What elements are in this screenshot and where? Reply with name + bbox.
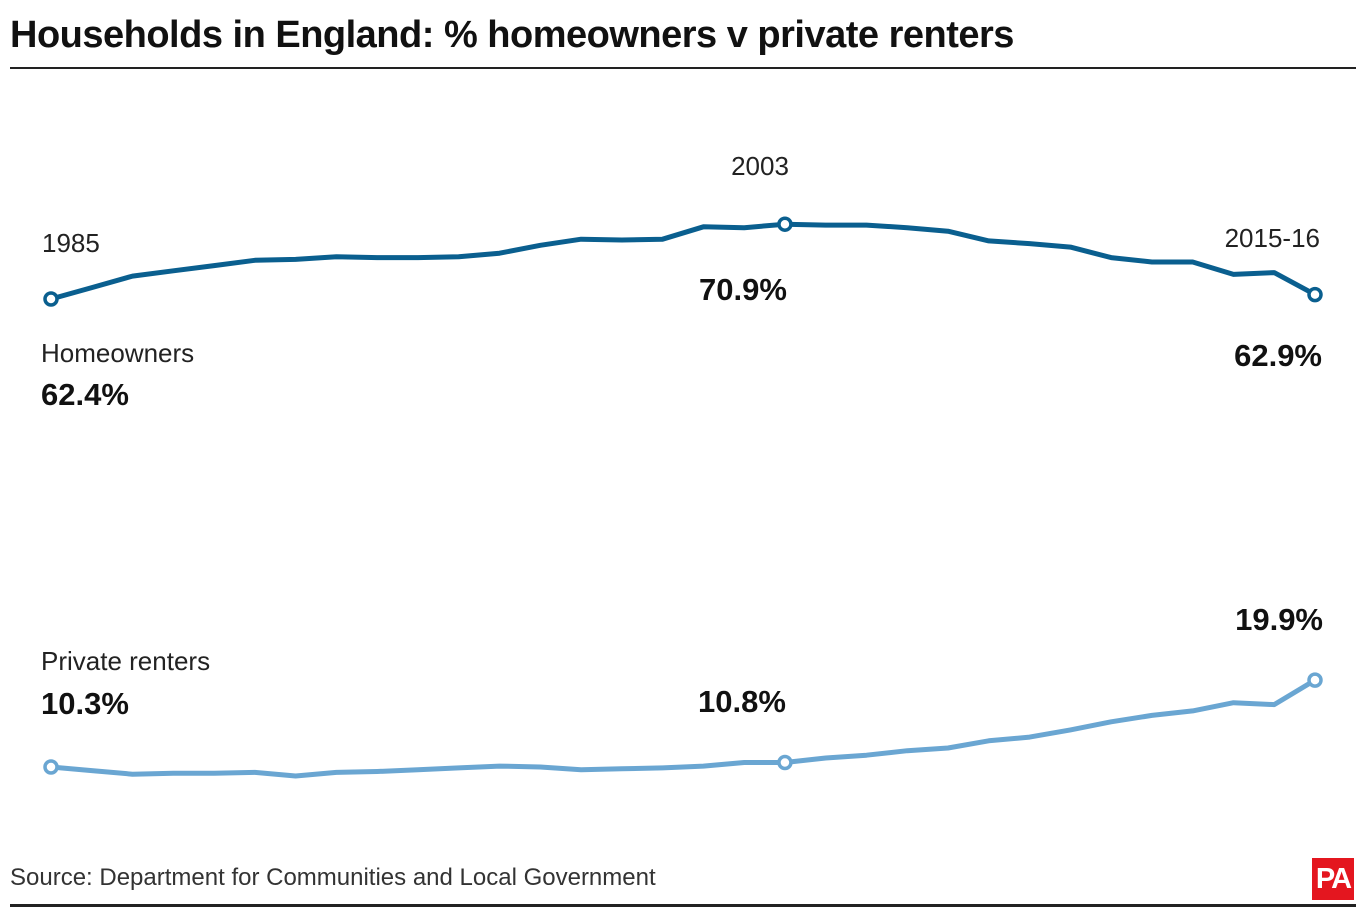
chart-title: Households in England: % homeowners v pr… <box>10 14 1014 56</box>
point-marker <box>43 759 59 775</box>
year-label: 1985 <box>42 228 100 258</box>
point-marker <box>1307 286 1323 303</box>
title-divider <box>10 67 1356 69</box>
year-label: 2003 <box>731 151 789 181</box>
point-marker <box>1307 672 1323 688</box>
source-note: Source: Department for Communities and L… <box>10 864 656 891</box>
value-label: 10.3% <box>41 686 129 721</box>
year-label: 2015-16 <box>1225 223 1320 253</box>
series-line-homeowners <box>48 221 1318 302</box>
value-label: 62.9% <box>1234 338 1322 373</box>
series-label-private-renters: Private renters <box>41 646 210 676</box>
value-label: 62.4% <box>41 377 129 412</box>
pa-logo: PA <box>1312 858 1354 900</box>
series-line-private-renters <box>48 677 1318 779</box>
series-label-homeowners: Homeowners <box>41 338 194 368</box>
point-marker <box>777 754 793 771</box>
point-marker <box>777 216 793 232</box>
point-marker <box>43 291 59 307</box>
value-label: 10.8% <box>698 684 786 719</box>
bottom-divider <box>10 904 1356 907</box>
value-label: 70.9% <box>699 272 787 307</box>
value-label: 19.9% <box>1235 602 1323 637</box>
